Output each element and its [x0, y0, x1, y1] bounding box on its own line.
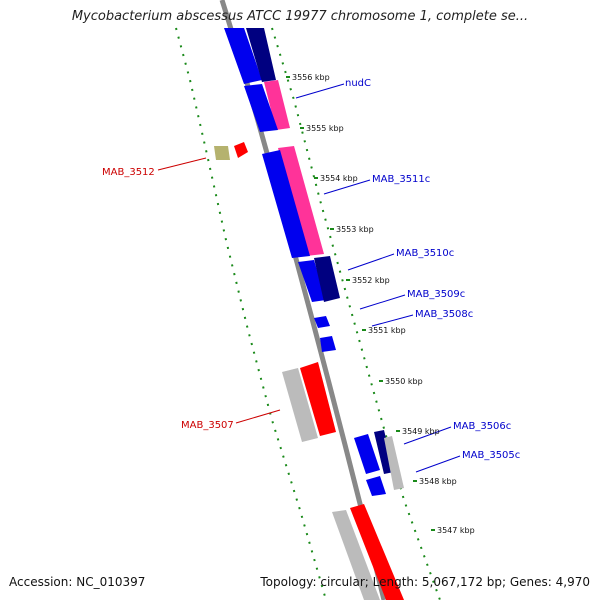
tick-mark — [330, 228, 334, 230]
tick-mark — [396, 430, 400, 432]
tick-mark — [431, 529, 435, 531]
gene-leader-line — [359, 294, 406, 310]
gene-label: MAB_3509c — [407, 289, 465, 300]
gene-leader-line — [347, 253, 395, 271]
gene-pink-2 — [278, 146, 324, 256]
tick-label: 3554 kbp — [320, 174, 358, 183]
gene-blue-low-2 — [366, 476, 386, 496]
tick-labels-layer: 3556 kbp 3555 kbp 3554 kbp 3553 kbp 3552 kbp… — [286, 73, 475, 535]
gene-blue-4 — [298, 260, 326, 302]
gene-blue-top — [224, 28, 262, 84]
gene-blue-low — [354, 434, 380, 474]
tick-mark — [300, 127, 304, 129]
ruler-line-inner — [175, 27, 327, 600]
tick-label: 3555 kbp — [306, 124, 344, 133]
gene-leader-line — [403, 426, 452, 445]
tick-label: 3553 kbp — [336, 225, 374, 234]
gene-label: MAB_3511c — [372, 174, 430, 185]
tick-mark — [413, 480, 417, 482]
gene-label: MAB_3506c — [453, 421, 511, 432]
map-title: Mycobacterium abscessus ATCC 19977 chrom… — [71, 9, 529, 24]
tick-label: 3551 kbp — [368, 326, 406, 335]
tick-label: 3550 kbp — [385, 377, 423, 386]
tick-label: 3552 kbp — [352, 276, 390, 285]
tick-label: 3547 kbp — [437, 526, 475, 535]
tick-mark — [362, 329, 366, 331]
gene-olive — [214, 146, 230, 160]
tick-mark — [286, 76, 290, 78]
tick-label: 3548 kbp — [419, 477, 457, 486]
gene-dark-top — [246, 28, 276, 82]
tick-mark — [346, 279, 350, 281]
tick-mark — [314, 177, 318, 179]
gene-pink-top — [264, 80, 290, 130]
tick-mark — [379, 380, 383, 382]
leader-lines-layer — [157, 83, 461, 473]
gene-leader-line — [235, 409, 281, 424]
gene-grey-mid — [282, 368, 318, 442]
gene-red-mid — [300, 362, 336, 436]
tick-label: 3556 kbp — [292, 73, 330, 82]
gene-leader-line — [323, 179, 371, 195]
gene-label: MAB_3508c — [415, 309, 473, 320]
gene-leader-line — [371, 314, 414, 327]
accession-text: Accession: NC_010397 — [9, 575, 146, 589]
tick-label: 3549 kbp — [402, 427, 440, 436]
gene-red-small — [234, 142, 248, 158]
gene-label: MAB_3505c — [462, 450, 520, 461]
gene-dark-4 — [314, 256, 340, 302]
gene-blue-2 — [244, 84, 278, 132]
gene-label: MAB_3510c — [396, 248, 454, 259]
genes-layer — [214, 28, 404, 600]
gene-red-bottom — [350, 504, 404, 600]
genome-summary-text: Topology: circular; Length: 5,067,172 bp… — [260, 575, 590, 589]
gene-leader-line — [415, 455, 461, 473]
gene-blue-small-2 — [320, 336, 336, 352]
gene-leader-line — [157, 157, 207, 171]
gene-grey-low — [384, 436, 404, 490]
gene-blue-small-1 — [314, 316, 330, 328]
gene-grey-bottom — [332, 510, 380, 600]
gene-label: MAB_3512 — [102, 167, 155, 178]
gene-label: MAB_3507 — [181, 420, 234, 431]
ruler-layer — [175, 27, 441, 600]
gene-label: nudC — [345, 78, 371, 89]
gene-labels-layer: nudC MAB_3512 MAB_3511c MAB_3510c MAB_3509c M… — [102, 78, 520, 461]
gene-leader-line — [295, 83, 345, 99]
gene-blue-3 — [262, 150, 310, 258]
